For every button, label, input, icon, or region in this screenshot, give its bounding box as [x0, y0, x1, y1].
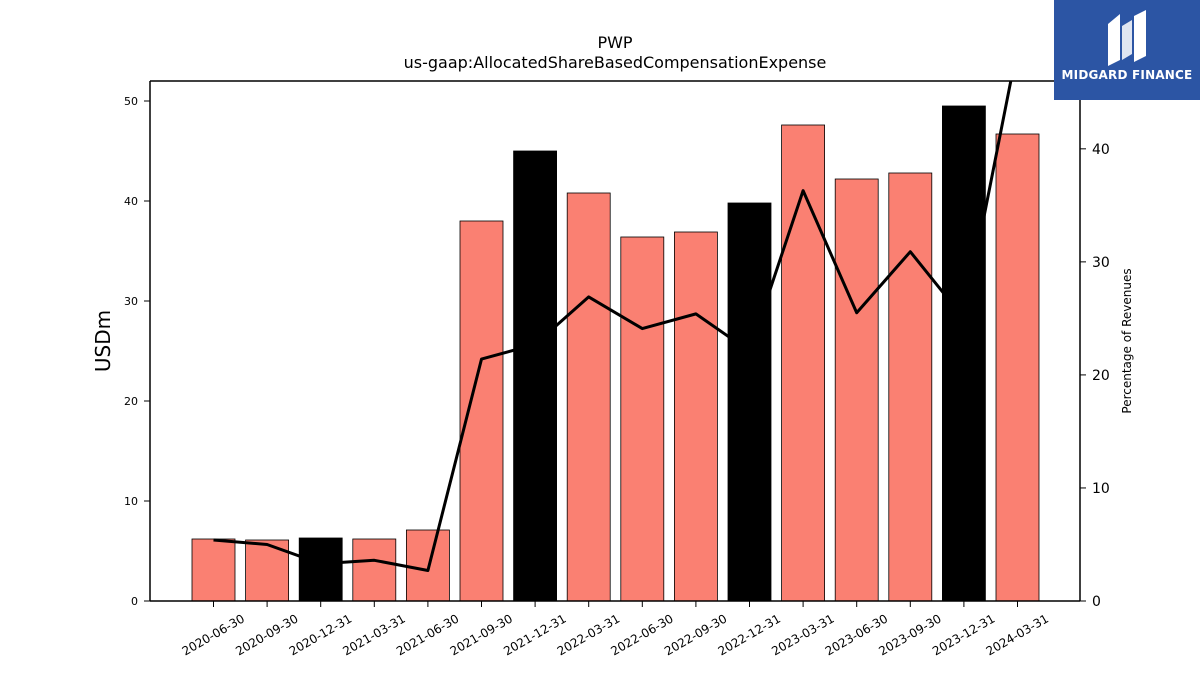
bar-2023-03-31 [781, 124, 825, 602]
y-tick-label: 30 [124, 295, 138, 308]
bar-2020-12-31 [298, 537, 343, 602]
bar-2022-09-30 [674, 231, 718, 602]
y2-axis-label: Percentage of Revenues [1120, 268, 1134, 413]
chart-subtitle: us-gaap:AllocatedShareBasedCompensationE… [404, 53, 827, 72]
y2-tick-label: 0 [1092, 594, 1101, 610]
line-series-percentage [213, 81, 1013, 572]
bar-2020-06-30 [191, 538, 236, 602]
bar-2023-06-30 [834, 178, 879, 602]
y-tick-label: 40 [124, 195, 138, 208]
y-tick-label: 20 [124, 395, 138, 408]
bar-2023-12-31 [942, 105, 986, 602]
y-tick-label: 0 [131, 595, 138, 608]
bar-2022-03-31 [566, 192, 611, 602]
bar-2021-03-31 [352, 538, 397, 602]
bar-2024-03-31 [995, 133, 1040, 602]
bar-2022-12-31 [727, 202, 772, 602]
bar-2021-12-31 [513, 150, 557, 602]
logo-mark-icon [1108, 10, 1146, 66]
y2-tick-label: 40 [1092, 142, 1110, 158]
y-tick-label: 10 [124, 495, 138, 508]
line-group [213, 81, 1013, 572]
brand-logo: MIDGARD FINANCE [1054, 0, 1200, 100]
chart-title: PWP [597, 33, 632, 52]
y-axis-label: USDm [91, 310, 115, 372]
y2-tick-label: 20 [1092, 368, 1110, 384]
logo-text: MIDGARD FINANCE [1061, 68, 1193, 82]
bar-2023-09-30 [888, 172, 933, 602]
y2-tick-label: 30 [1092, 255, 1110, 271]
y-tick-label: 50 [124, 95, 138, 108]
bar-2022-06-30 [620, 236, 665, 602]
y2-tick-label: 10 [1092, 481, 1110, 497]
bars-group [191, 105, 1040, 602]
bar-2021-09-30 [459, 220, 504, 602]
